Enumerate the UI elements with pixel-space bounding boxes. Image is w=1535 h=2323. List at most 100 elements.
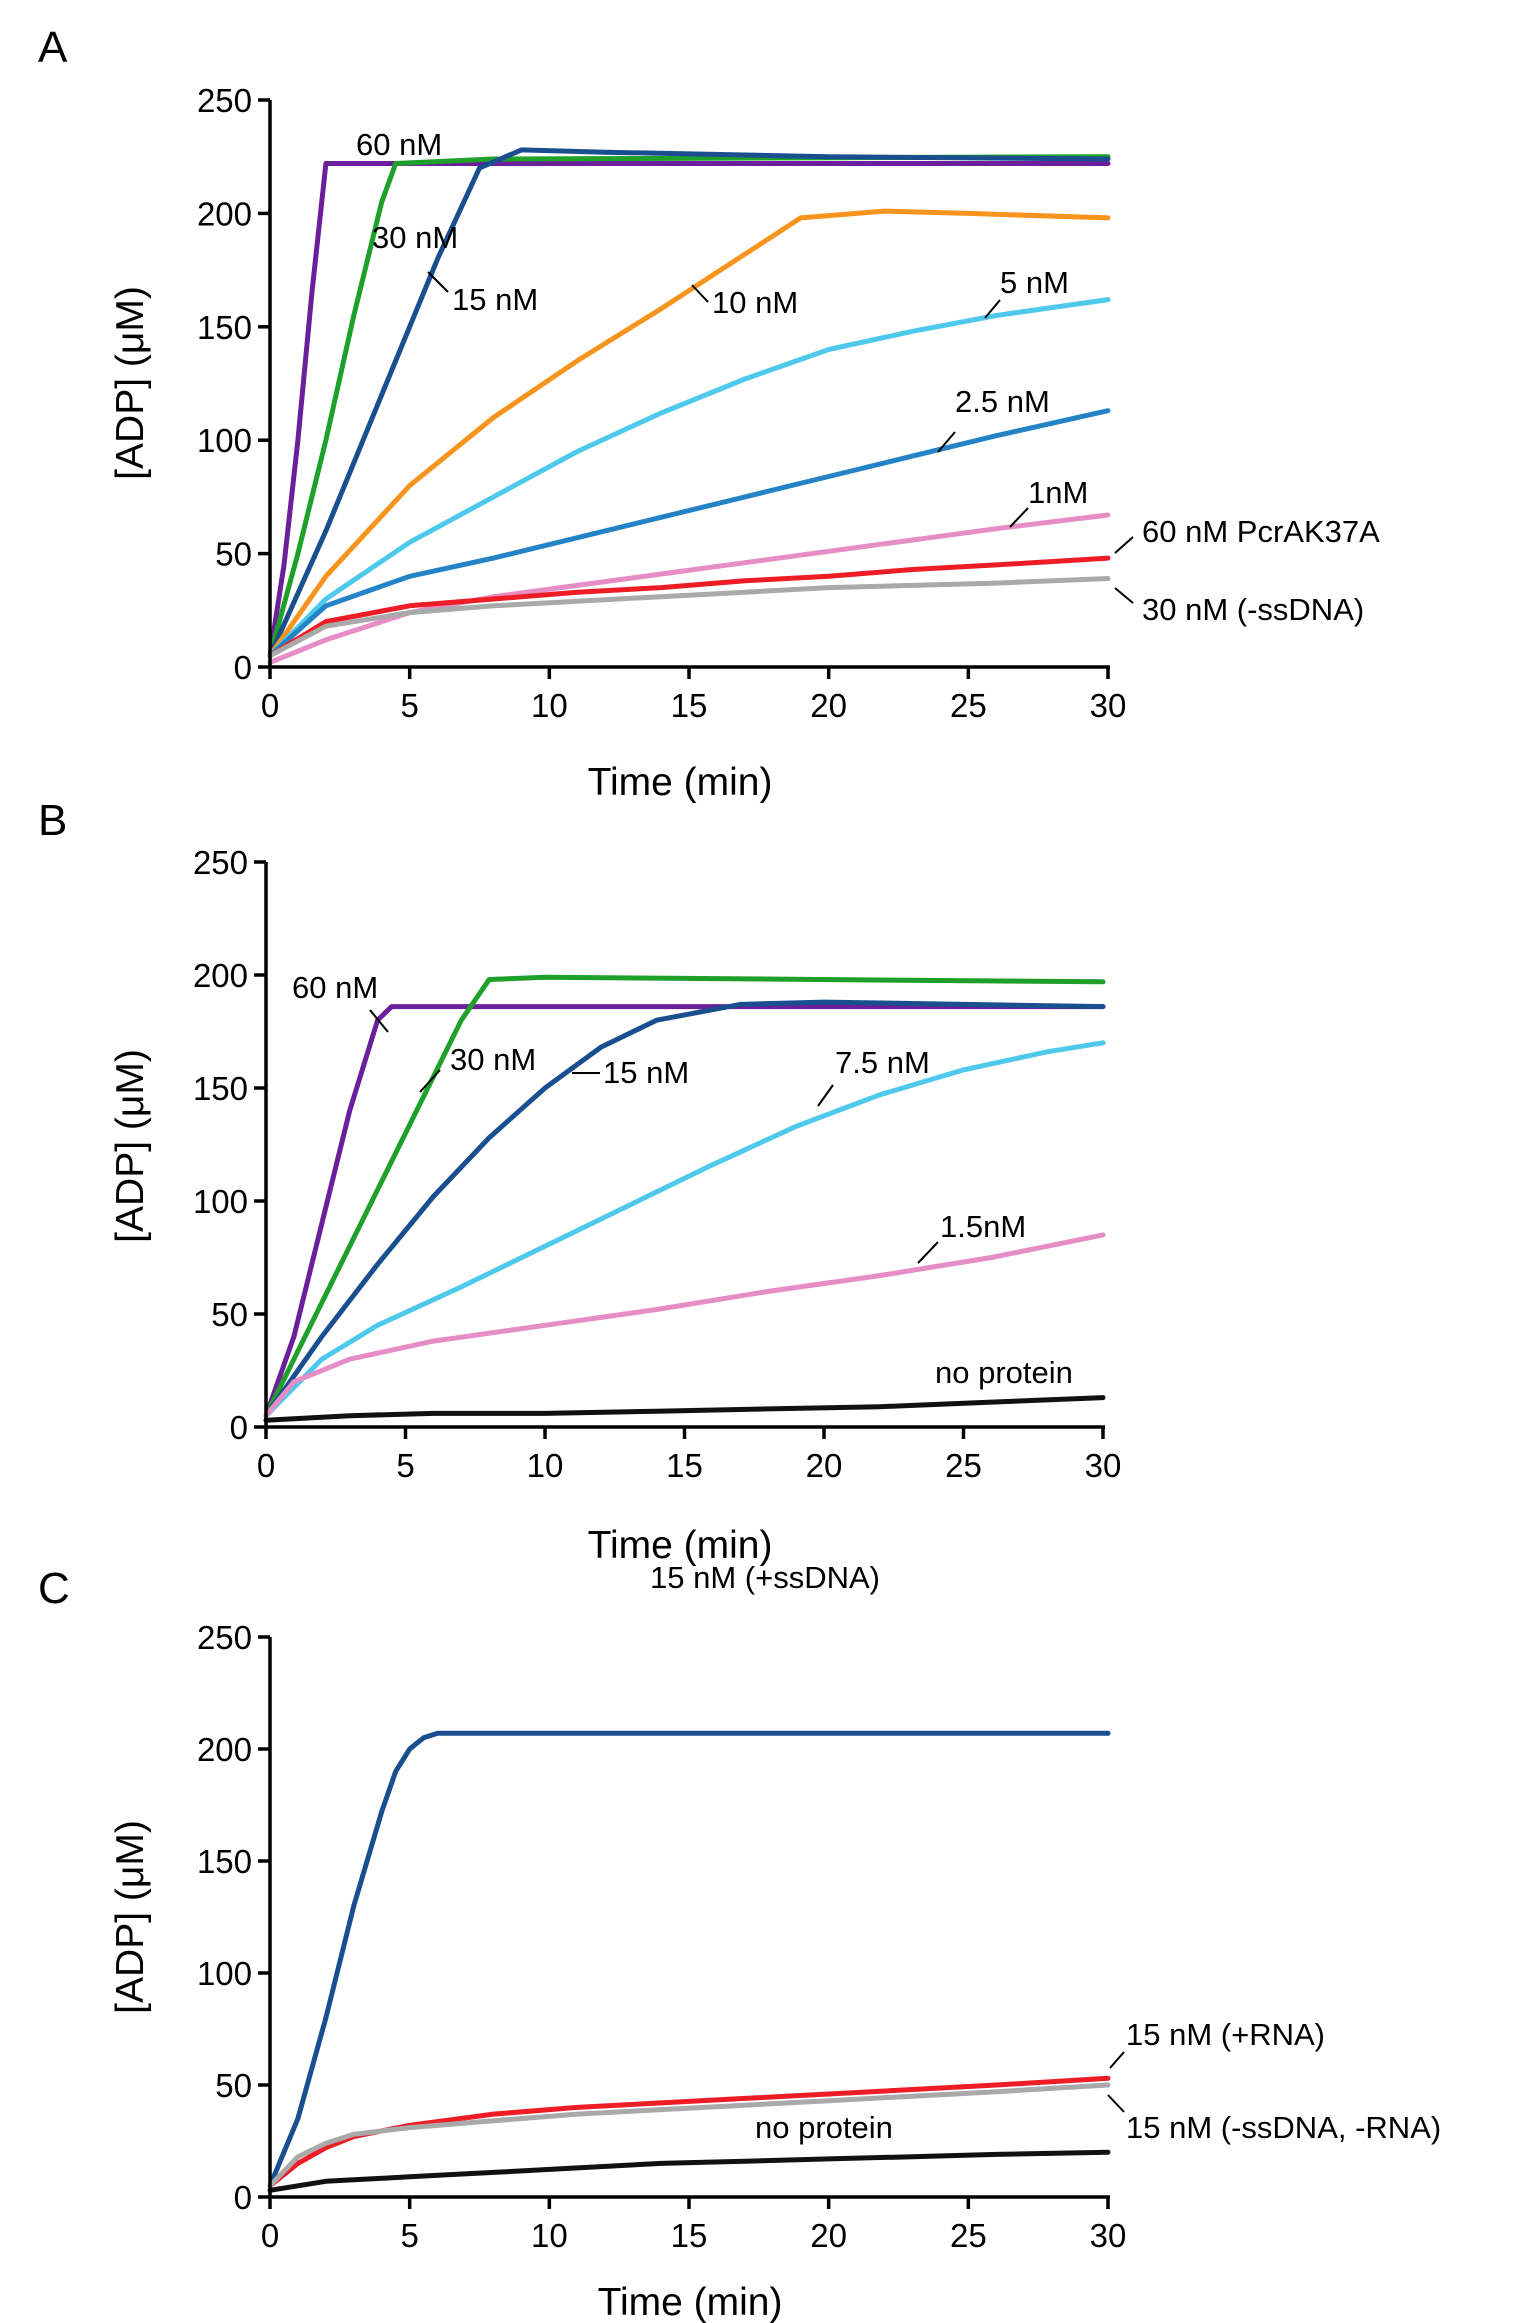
panel-a-y-tick-label: 0 bbox=[234, 649, 252, 686]
panel-c-y-tick-label: 150 bbox=[197, 1843, 252, 1880]
panel-b-leader-30nm bbox=[419, 1069, 441, 1093]
panel-b-leader-1-5nm bbox=[917, 1241, 939, 1264]
panel-c-series-15-nm-ssdna-line bbox=[267, 1730, 1111, 2189]
panel-b: B 0 5 10 15 20 25 30 0 50 100 150 200 250 Time (min)… bbox=[38, 796, 1121, 1567]
panel-c-leader-rna bbox=[1109, 2051, 1125, 2069]
panel-c-series-no-protein-line bbox=[267, 2149, 1111, 2193]
panel-c-y-tick-label: 0 bbox=[234, 2179, 252, 2216]
panel-c-label-no-nucleic: 15 nM (-ssDNA, -RNA) bbox=[1126, 2110, 1441, 2145]
panel-c-label-ssdna: 15 nM (+ssDNA) bbox=[650, 1560, 880, 1595]
panel-b-series-7-5-nm-line bbox=[263, 1040, 1106, 1419]
panel-a-y-tick-label: 50 bbox=[215, 536, 252, 573]
panel-a-ticks: 0 5 10 15 20 25 30 0 50 100 150 200 250 bbox=[197, 82, 1126, 724]
panel-c-x-axis-title: Time (min) bbox=[598, 2281, 783, 2323]
panel-a-x-tick-label: 30 bbox=[1090, 687, 1127, 724]
panel-a-y-axis-title: [ADP] (μM) bbox=[109, 286, 152, 480]
panel-a-x-tick-label: 5 bbox=[400, 687, 418, 724]
panel-a-y-tick-label: 250 bbox=[197, 82, 252, 119]
panel-c-y-tick-label: 200 bbox=[197, 1731, 252, 1768]
panel-c-series-group bbox=[267, 1730, 1111, 2193]
panel-b-label-1-5nm: 1.5nM bbox=[940, 1209, 1026, 1244]
panel-a-y-tick-label: 200 bbox=[197, 195, 252, 232]
panel-b-x-tick-label: 5 bbox=[396, 1447, 414, 1484]
panel-a-label-5nm: 5 nM bbox=[1000, 265, 1069, 300]
panel-b-y-tick-label: 150 bbox=[193, 1070, 248, 1107]
panel-a-label-2-5nm: 2.5 nM bbox=[955, 384, 1050, 419]
panel-c-label: C bbox=[38, 1564, 70, 1613]
panel-a-series-group bbox=[267, 147, 1111, 665]
panel-a-series-30-nm-ssdna-line bbox=[267, 576, 1111, 659]
panel-a: A 0 5 10 15 20 25 30 0 50 100 150 200 250 Time (min)… bbox=[38, 23, 1380, 804]
panel-b-leader-60nm bbox=[369, 1009, 389, 1033]
panel-a-leader-pcrak37a bbox=[1114, 536, 1134, 554]
panel-a-x-tick-label: 10 bbox=[531, 687, 568, 724]
panel-c-label-rna: 15 nM (+RNA) bbox=[1126, 2017, 1325, 2052]
panel-a-label: A bbox=[38, 23, 68, 72]
panel-b-label-30nm: 30 nM bbox=[450, 1042, 536, 1077]
panel-c-x-tick-label: 30 bbox=[1090, 2217, 1127, 2254]
panel-c-x-tick-label: 0 bbox=[261, 2217, 279, 2254]
panel-a-series-5-nm-line bbox=[267, 297, 1111, 659]
panel-a-y-tick-label: 150 bbox=[197, 309, 252, 346]
panel-b-series-no-protein-line bbox=[263, 1395, 1106, 1423]
panel-a-series-30-nm-line bbox=[267, 154, 1111, 659]
panel-a-y-tick-label: 100 bbox=[197, 422, 252, 459]
panel-b-leader-7-5nm bbox=[817, 1084, 834, 1107]
panel-a-series-15-nm-line bbox=[267, 147, 1111, 659]
panel-b-y-axis-title: [ADP] (μM) bbox=[109, 1049, 152, 1243]
panel-a-x-tick-label: 25 bbox=[950, 687, 987, 724]
panel-a-leader-10nm bbox=[691, 284, 709, 303]
panel-b-x-tick-label: 20 bbox=[806, 1447, 843, 1484]
panel-b-x-tick-label: 30 bbox=[1085, 1447, 1122, 1484]
panel-a-leader-5nm bbox=[984, 299, 1001, 319]
panel-a-x-tick-label: 15 bbox=[671, 687, 708, 724]
panel-b-label-no-protein: no protein bbox=[935, 1355, 1073, 1390]
panel-c-ticks: 0 5 10 15 20 25 30 0 50 100 150 200 250 bbox=[197, 1619, 1126, 2254]
panel-a-label-60nm: 60 nM bbox=[356, 127, 442, 162]
panel-a-label-no-ssdna: 30 nM (-ssDNA) bbox=[1142, 592, 1364, 627]
panel-b-series-15-nm-line bbox=[263, 999, 1106, 1419]
panel-a-x-axis-title: Time (min) bbox=[588, 761, 773, 804]
panel-a-label-10nm: 10 nM bbox=[712, 285, 798, 320]
panel-c-y-tick-label: 250 bbox=[197, 1619, 252, 1656]
panel-c-label-no-protein: no protein bbox=[755, 2110, 893, 2145]
panel-a-x-tick-label: 20 bbox=[810, 687, 847, 724]
panel-a-leader-2-5nm bbox=[937, 431, 956, 453]
panel-b-x-tick-label: 10 bbox=[527, 1447, 564, 1484]
panel-a-label-1nm: 1nM bbox=[1028, 475, 1088, 510]
panel-b-y-tick-label: 50 bbox=[211, 1296, 248, 1333]
panel-c-x-tick-label: 10 bbox=[531, 2217, 568, 2254]
panel-b-label-60nm: 60 nM bbox=[292, 970, 378, 1005]
panel-b-label-15nm: 15 nM bbox=[603, 1055, 689, 1090]
panel-b-ticks: 0 5 10 15 20 25 30 0 50 100 150 200 250 bbox=[193, 844, 1121, 1484]
panel-c-x-tick-label: 25 bbox=[950, 2217, 987, 2254]
panel-c-y-tick-label: 100 bbox=[197, 1955, 252, 1992]
panel-b-series-group bbox=[263, 974, 1106, 1423]
panel-c-x-tick-label: 15 bbox=[671, 2217, 708, 2254]
panel-a-series-60-nm-line bbox=[267, 161, 1111, 659]
panel-a-series-1nm-line bbox=[267, 512, 1111, 665]
panel-b-y-tick-label: 0 bbox=[230, 1409, 248, 1446]
panel-a-label-pcrak37a: 60 nM PcrAK37A bbox=[1142, 514, 1380, 549]
panel-a-series-10-nm-line bbox=[267, 208, 1111, 659]
panel-b-label: B bbox=[38, 796, 67, 845]
panel-a-series-60-nm-pcrak37a-line bbox=[267, 555, 1111, 659]
panel-c-y-tick-label: 50 bbox=[215, 2067, 252, 2104]
panel-a-label-30nm: 30 nM bbox=[372, 220, 458, 255]
panel-b-series-30-nm-line bbox=[263, 974, 1106, 1419]
panel-c-series-15-nm-rna-line bbox=[267, 2075, 1111, 2189]
panel-b-x-tick-label: 15 bbox=[666, 1447, 703, 1484]
panel-b-y-tick-label: 250 bbox=[193, 844, 248, 881]
panel-b-y-tick-label: 100 bbox=[193, 1183, 248, 1220]
panel-a-label-15nm: 15 nM bbox=[452, 282, 538, 317]
panel-c-y-axis-title: [ADP] (μM) bbox=[109, 1820, 152, 2014]
panel-b-y-tick-label: 200 bbox=[193, 957, 248, 994]
panel-c-x-tick-label: 5 bbox=[400, 2217, 418, 2254]
panel-c: C 0 5 10 15 20 25 30 0 50 100 150 200 250 Time (min)… bbox=[38, 1560, 1441, 2323]
panel-a-leader-1nm bbox=[1009, 507, 1029, 528]
panel-c-x-tick-label: 20 bbox=[810, 2217, 847, 2254]
panel-a-x-tick-label: 0 bbox=[261, 687, 279, 724]
panel-c-series-15-nm-ssdna-rna-line bbox=[267, 2082, 1111, 2189]
panel-b-label-7-5nm: 7.5 nM bbox=[835, 1045, 930, 1080]
